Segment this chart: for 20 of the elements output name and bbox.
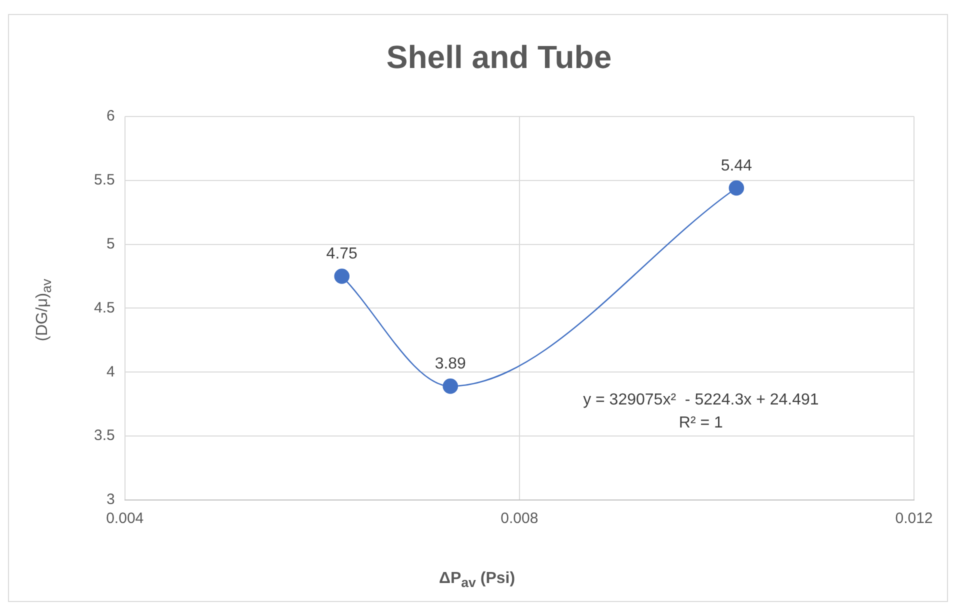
data-label: 3.89 — [434, 356, 466, 373]
y-tick-label: 5 — [106, 235, 115, 252]
point — [728, 180, 744, 196]
y-tick-label: 6 — [106, 108, 115, 125]
annotation: y = 329075x² - 5224.3x + 24.491 — [583, 392, 819, 409]
x-tick-label: 0.012 — [895, 510, 933, 528]
y-tick-label: 5.5 — [94, 171, 115, 188]
annotation: R² = 1 — [678, 414, 724, 432]
chart-title: Shell and Tube — [386, 39, 612, 76]
point — [334, 268, 350, 284]
x-tick-label: 0.004 — [106, 510, 144, 528]
y-tick-label: 4.5 — [94, 299, 115, 316]
x-axis-title: ΔP$_{av}$ (Psi) — [438, 570, 516, 590]
y-tick-label: 3 — [106, 491, 115, 508]
point — [442, 378, 458, 394]
y-tick-label: 3.5 — [94, 427, 115, 444]
x-tick-label: 0.008 — [500, 510, 538, 528]
data-label: 5.44 — [720, 157, 752, 174]
data-label: 4.75 — [326, 246, 358, 263]
y-tick-label: 4 — [106, 363, 115, 380]
